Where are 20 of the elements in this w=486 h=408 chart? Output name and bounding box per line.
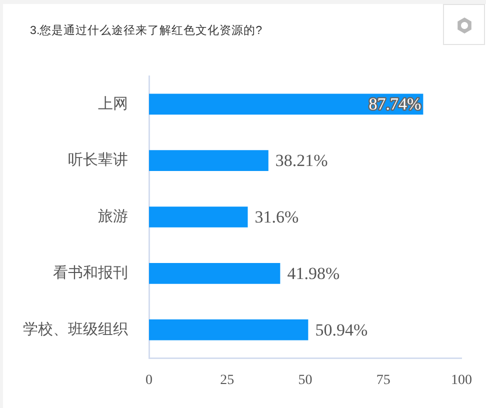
chart-title: 3.您是通过什么途径来了解红色文化资源的? <box>30 23 262 38</box>
x-tick-label: 100 <box>451 373 472 388</box>
bar <box>149 206 248 228</box>
bar <box>149 150 268 172</box>
y-tick-label: 学校、班级组织 <box>23 320 128 338</box>
x-tick-label: 50 <box>298 373 312 388</box>
y-tick-label: 听长辈讲 <box>68 152 128 169</box>
bar <box>149 319 308 340</box>
x-tick-label: 25 <box>220 373 234 388</box>
data-label: 38.21% <box>275 151 328 170</box>
y-tick-label: 上网 <box>98 95 128 112</box>
y-tick-label: 旅游 <box>98 208 128 226</box>
x-tick-label: 0 <box>146 373 152 388</box>
data-label: 41.98% <box>287 264 340 283</box>
x-tick-label: 75 <box>376 373 390 388</box>
data-label: 31.6% <box>254 207 299 226</box>
y-tick-label: 看书和报刊 <box>53 264 128 282</box>
data-label: 87.74% <box>368 94 422 114</box>
bar <box>149 262 280 284</box>
data-label: 50.94% <box>315 320 368 340</box>
